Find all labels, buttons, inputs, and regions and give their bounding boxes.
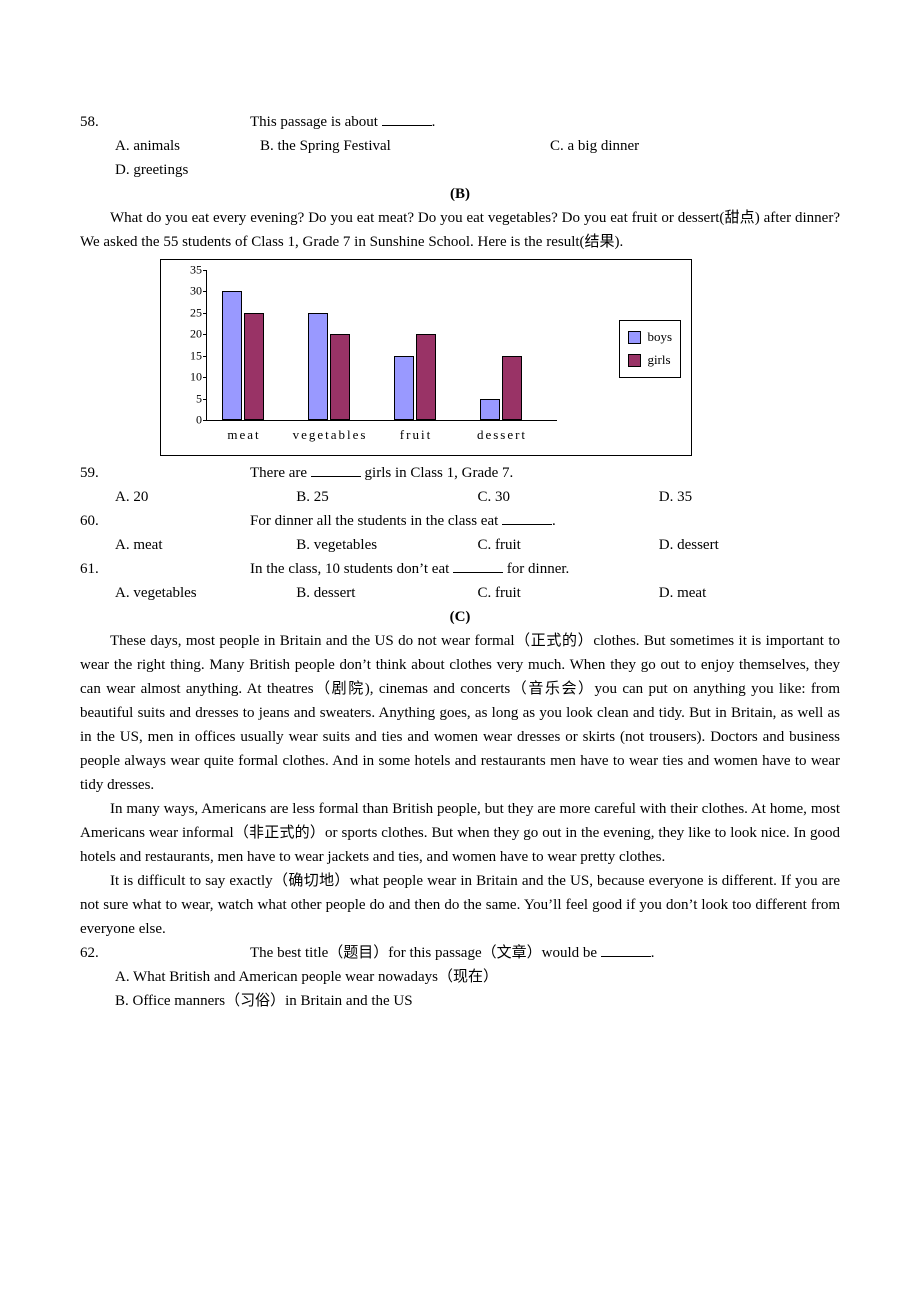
bar-boys-dessert — [480, 399, 500, 420]
passage-c-p2: In many ways, Americans are less formal … — [80, 797, 840, 869]
blank — [311, 461, 361, 477]
q59-number: 59. — [80, 461, 250, 485]
blank — [601, 941, 651, 957]
chart-legend: boys girls — [619, 320, 681, 378]
ytick-label: 35 — [177, 260, 202, 279]
q59-optB: B. 25 — [296, 485, 477, 509]
q60-optA: A. meat — [115, 533, 296, 557]
q61-optB: B. dessert — [296, 581, 477, 605]
q58-number: 58. — [80, 110, 250, 134]
ytick-label: 25 — [177, 303, 202, 322]
section-c-label: (C) — [80, 605, 840, 629]
q59-stem: There are girls in Class 1, Grade 7. — [250, 461, 840, 485]
q61-optA: A. vegetables — [115, 581, 296, 605]
q58-optA: A. animals — [115, 134, 260, 158]
q59-stem-before: There are — [250, 465, 311, 481]
legend-label-girls: girls — [647, 350, 670, 371]
legend-swatch-boys — [628, 331, 641, 344]
q58-stem-before: This passage is about — [250, 114, 382, 130]
q60-optC: C. fruit — [478, 533, 659, 557]
q62-optA: A. What British and American people wear… — [115, 965, 840, 989]
chart-plot: 05101520253035meatvegetablesfruitdessert — [206, 270, 557, 421]
q59-optC: C. 30 — [478, 485, 659, 509]
legend-boys: boys — [628, 327, 672, 348]
q58-optC: C. a big dinner — [550, 134, 840, 158]
bar-girls-fruit — [416, 334, 436, 420]
q60-optB: B. vegetables — [296, 533, 477, 557]
category-label: vegetables — [290, 425, 370, 446]
bar-chart: 05101520253035meatvegetablesfruitdessert… — [160, 259, 692, 456]
blank — [453, 557, 503, 573]
q59-optD: D. 35 — [659, 485, 840, 509]
category-label: dessert — [462, 425, 542, 446]
category-label: fruit — [376, 425, 456, 446]
ytick-label: 5 — [177, 389, 202, 408]
passage-b: What do you eat every evening? Do you ea… — [80, 206, 840, 254]
blank — [382, 110, 432, 126]
q62-stem: The best title（题目）for this passage（文章）wo… — [250, 941, 840, 965]
ytick-label: 10 — [177, 368, 202, 387]
q62-stem-after: . — [651, 945, 655, 961]
bar-girls-dessert — [502, 356, 522, 420]
bar-girls-vegetables — [330, 334, 350, 420]
q58-optD: D. greetings — [115, 158, 188, 182]
q58-stem-after: . — [432, 114, 436, 130]
q60-number: 60. — [80, 509, 250, 533]
ytick-label: 30 — [177, 282, 202, 301]
q58-stem: This passage is about . — [250, 110, 840, 134]
q61-stem: In the class, 10 students don’t eat for … — [250, 557, 840, 581]
q59-optA: A. 20 — [115, 485, 296, 509]
ytick-label: 0 — [177, 410, 202, 429]
q61-optD: D. meat — [659, 581, 840, 605]
bar-boys-fruit — [394, 356, 414, 420]
blank — [502, 509, 552, 525]
passage-c-p3: It is difficult to say exactly（确切地）what … — [80, 869, 840, 941]
q62-optB: B. Office manners（习俗）in Britain and the … — [115, 989, 840, 1013]
bar-boys-meat — [222, 291, 242, 420]
category-label: meat — [204, 425, 284, 446]
q59-stem-after: girls in Class 1, Grade 7. — [361, 465, 513, 481]
bar-boys-vegetables — [308, 313, 328, 420]
q61-stem-before: In the class, 10 students don’t eat — [250, 561, 453, 577]
q60-stem-after: . — [552, 513, 556, 529]
q60-stem-before: For dinner all the students in the class… — [250, 513, 502, 529]
legend-girls: girls — [628, 350, 672, 371]
legend-swatch-girls — [628, 354, 641, 367]
legend-label-boys: boys — [647, 327, 672, 348]
q62-stem-before: The best title（题目）for this passage（文章）wo… — [250, 945, 601, 961]
q58-optB: B. the Spring Festival — [260, 134, 550, 158]
q61-stem-after: for dinner. — [503, 561, 569, 577]
section-b-label: (B) — [80, 182, 840, 206]
passage-c-p1: These days, most people in Britain and t… — [80, 629, 840, 797]
q60-optD: D. dessert — [659, 533, 840, 557]
q60-stem: For dinner all the students in the class… — [250, 509, 840, 533]
q61-number: 61. — [80, 557, 250, 581]
q61-optC: C. fruit — [478, 581, 659, 605]
q62-number: 62. — [80, 941, 250, 965]
ytick-label: 20 — [177, 325, 202, 344]
bar-girls-meat — [244, 313, 264, 420]
ytick-label: 15 — [177, 346, 202, 365]
